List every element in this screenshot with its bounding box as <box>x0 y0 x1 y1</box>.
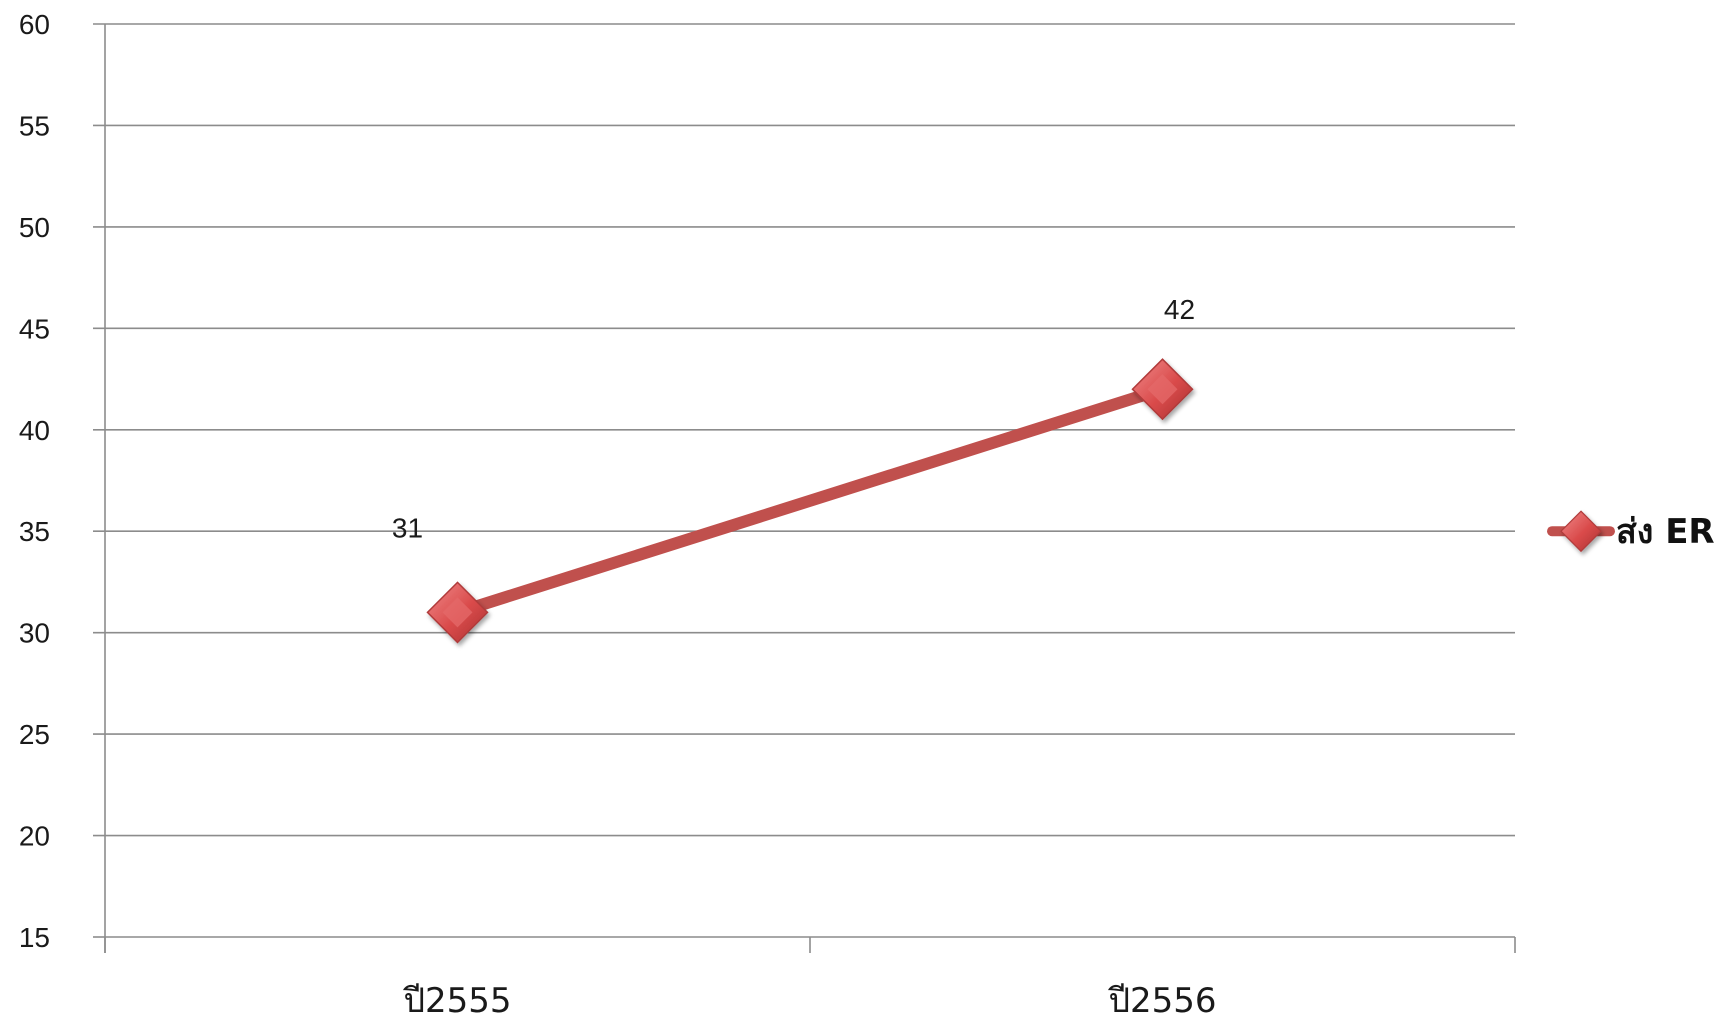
y-tick-label: 15 <box>19 922 50 953</box>
data-label: 42 <box>1164 294 1195 325</box>
legend: ส่ง ER <box>1547 510 1715 553</box>
gridlines <box>93 23 1515 938</box>
y-tick-label: 55 <box>19 110 50 141</box>
y-tick-label: 30 <box>19 618 50 649</box>
series <box>426 358 1194 644</box>
legend-swatch-marker <box>1560 510 1602 553</box>
y-tick-label: 25 <box>19 719 50 750</box>
y-tick-label: 50 <box>19 212 50 243</box>
series-line <box>451 383 1169 619</box>
y-tick-label: 20 <box>19 821 50 852</box>
y-tick-label: 35 <box>19 516 50 547</box>
data-labels: 31 42 <box>392 294 1195 543</box>
y-axis-ticks: 15 20 25 30 35 40 45 50 55 60 <box>19 9 50 953</box>
data-point-marker-highlight <box>442 597 473 628</box>
y-tick-label: 60 <box>19 9 50 40</box>
axes <box>104 24 1516 953</box>
x-axis-ticks: ปี2555 ปี2556 <box>403 981 1217 1021</box>
legend-label: ส่ง ER <box>1616 512 1715 552</box>
y-tick-label: 40 <box>19 415 50 446</box>
y-tick-label: 45 <box>19 313 50 344</box>
data-label: 31 <box>392 512 423 543</box>
x-tick-label: ปี2555 <box>403 981 512 1021</box>
data-point-marker-highlight <box>1147 374 1178 405</box>
x-tick-label: ปี2556 <box>1108 981 1217 1021</box>
